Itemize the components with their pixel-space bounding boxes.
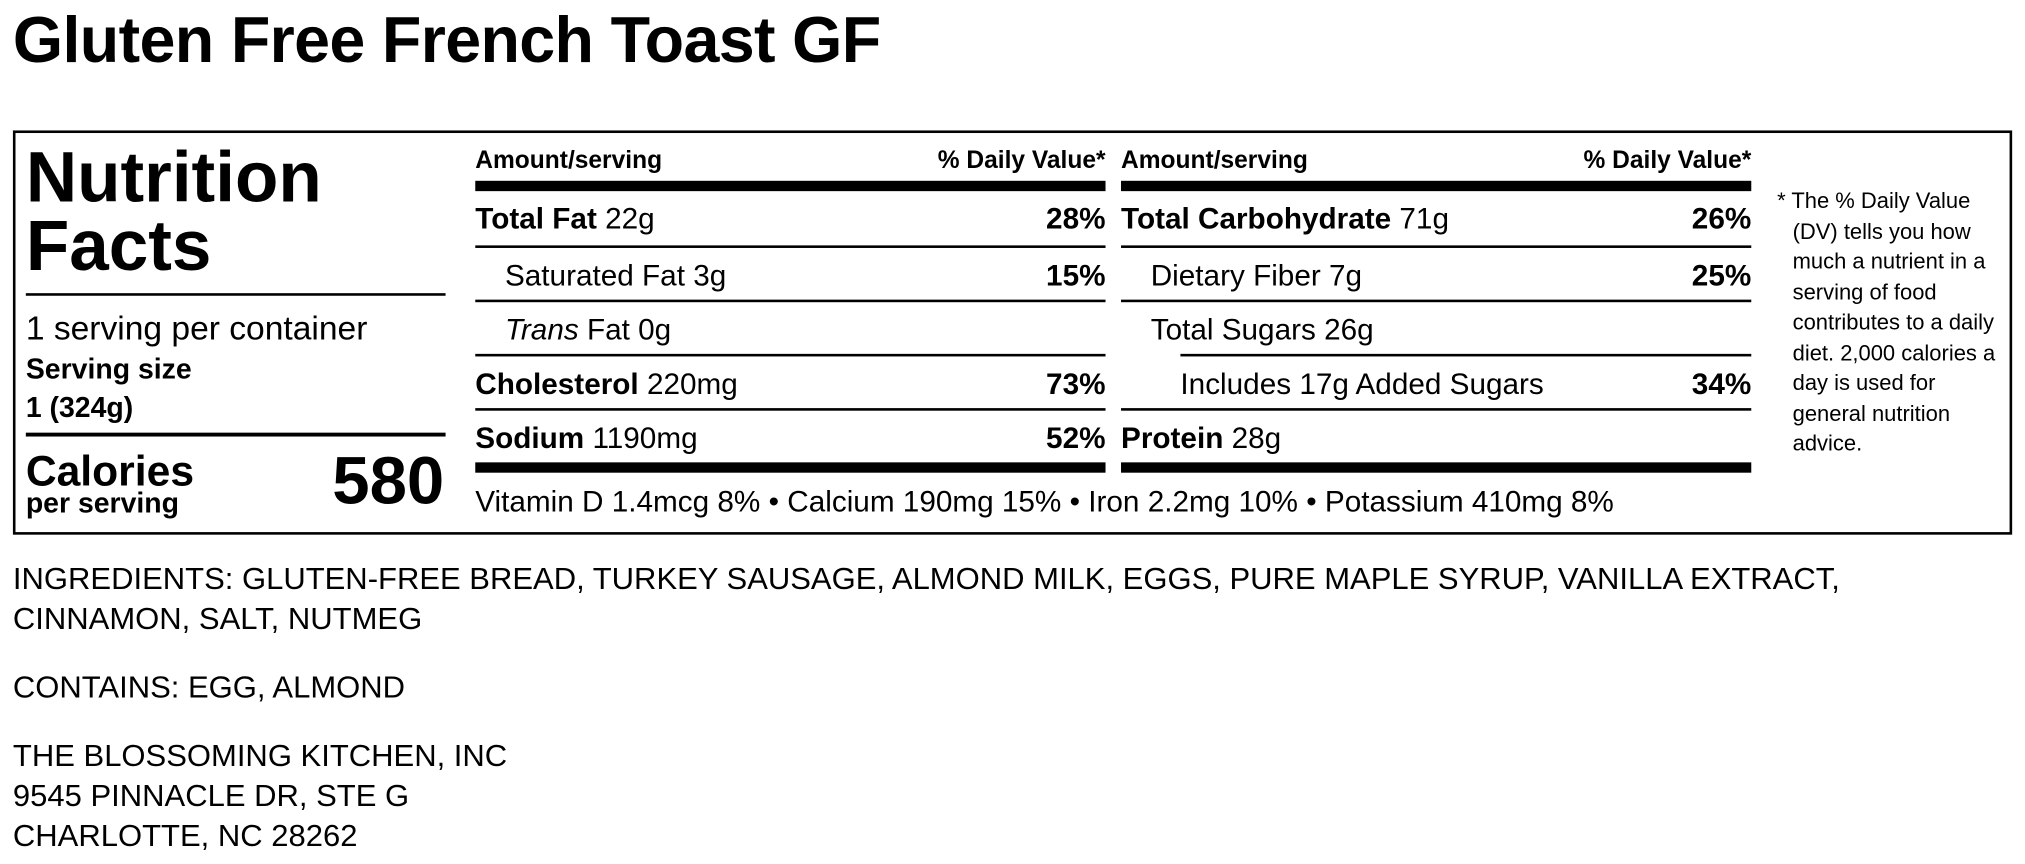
nutrient-name: Protein xyxy=(1121,421,1224,455)
nutrient: Total Sugars 26g xyxy=(1151,313,1374,348)
contains: CONTAINS: EGG, ALMOND xyxy=(12,670,406,706)
calories-value: 580 xyxy=(332,444,445,520)
rule xyxy=(25,432,446,437)
daily-value: 52% xyxy=(1046,421,1106,455)
vitamin: Calcium 190mg 15% xyxy=(787,484,1062,518)
nutrient-row: Dietary Fiber 7g 25% xyxy=(1121,245,1752,299)
nutrient-row: Total Sugars 26g xyxy=(1121,299,1752,354)
nutrient-row: Total Carbohydrate 71g 26% xyxy=(1121,191,1751,245)
servings: 1 serving per container xyxy=(25,308,368,348)
vitamin: Vitamin D 1.4mcg 8% xyxy=(475,484,761,518)
nutrient-name: Sodium xyxy=(475,421,585,455)
serving-size: 1 (324g) xyxy=(25,391,134,424)
nutrient-row: Protein 28g xyxy=(1121,408,1752,462)
daily-value: 34% xyxy=(1691,366,1752,401)
separator: • xyxy=(1069,484,1081,518)
nutrient-italic: Trans xyxy=(504,312,579,347)
nutrient: Protein 28g xyxy=(1121,421,1281,456)
nutrient: Total Carbohydrate 71g xyxy=(1121,201,1449,236)
nutrient-name: Fat xyxy=(586,312,630,347)
vitamin: Iron 2.2mg 10% xyxy=(1088,484,1298,518)
header-amount: Amount/serving xyxy=(475,147,663,175)
address-line: THE BLOSSOMING KITCHEN, INC xyxy=(12,738,508,774)
daily-value: 73% xyxy=(1046,366,1106,401)
nutrient-name: Includes 17g Added Sugars xyxy=(1180,366,1544,401)
daily-value: 25% xyxy=(1691,258,1752,292)
nutrient-row: Cholesterol 220mg 73% xyxy=(475,353,1106,408)
nutrient-name: Saturated Fat xyxy=(504,258,685,292)
nutrient-row: Includes 17g Added Sugars 34% xyxy=(1180,353,1752,408)
nutrient-name: Cholesterol xyxy=(475,366,639,401)
nutrient: Includes 17g Added Sugars xyxy=(1180,367,1543,402)
daily-value: 28% xyxy=(1046,201,1106,236)
header-dv: % Daily Value* xyxy=(1583,147,1752,175)
header-amount: Amount/serving xyxy=(1121,147,1308,175)
separator: • xyxy=(768,484,780,518)
nutrient: Sodium 1190mg xyxy=(475,421,697,456)
vitamin: Potassium 410mg 8% xyxy=(1324,484,1614,518)
nutrient: Cholesterol 220mg xyxy=(475,367,737,402)
nutrient-name: Total Sugars xyxy=(1150,312,1316,347)
label-heading: Nutrition Facts xyxy=(25,136,322,286)
nutrient-row: Total Fat 22g 28% xyxy=(475,191,1105,245)
thick-rule xyxy=(475,462,1106,473)
nutrient-name: Dietary Fiber xyxy=(1150,258,1321,292)
nutrient-amount: 22g xyxy=(605,201,655,236)
nutrient-row: Sodium 1190mg 52% xyxy=(475,408,1106,462)
nutrient: Total Fat 22g xyxy=(475,201,654,236)
header-dv: % Daily Value* xyxy=(937,147,1106,175)
nutrient-amount: 0g xyxy=(638,312,672,347)
nutrient: Saturated Fat 3g xyxy=(505,258,726,293)
nutrient-amount: 7g xyxy=(1329,258,1363,292)
thick-rule xyxy=(475,180,1106,192)
separator: • xyxy=(1306,484,1317,518)
nutrient-row: Trans Fat 0g xyxy=(475,299,1106,354)
nutrient-amount: 1190mg xyxy=(592,421,698,455)
ingredients: INGREDIENTS: GLUTEN-FREE BREAD, TURKEY S… xyxy=(12,561,1840,637)
nutrient-column: Amount/serving % Daily Value* Total Carboh… xyxy=(1121,145,1752,473)
nutrition-label: Nutrition Facts 1 serving per container … xyxy=(12,130,2013,535)
address-line: 9545 PINNACLE DR, STE G xyxy=(12,778,410,814)
nutrient-amount: 220mg xyxy=(646,366,738,401)
nutrient-amount: 3g xyxy=(693,258,727,292)
column-header: Amount/serving % Daily Value* xyxy=(475,145,1105,181)
calories-sub: per serving xyxy=(25,486,180,520)
serving-size-label: Serving size xyxy=(25,352,192,385)
nutrient-column: Amount/serving % Daily Value* Total Fat 22… xyxy=(475,145,1106,473)
product-title: Gluten Free French Toast GF xyxy=(12,3,881,77)
nutrient-row: Saturated Fat 3g 15% xyxy=(475,245,1106,299)
nutrient-amount: 71g xyxy=(1399,201,1449,236)
daily-value: 15% xyxy=(1046,258,1106,292)
calories-label: Calories xyxy=(25,446,195,495)
vitamins: Vitamin D 1.4mcg 8% • Calcium 190mg 15% … xyxy=(475,484,1614,519)
address-line: CHARLOTTE, NC 28262 xyxy=(12,818,358,854)
nutrient-name: Total Fat xyxy=(475,201,597,236)
footnote: * The % Daily Value (DV) tells you how m… xyxy=(1777,188,1996,456)
thick-rule xyxy=(1121,462,1752,473)
thick-rule xyxy=(1121,180,1752,192)
daily-value: 26% xyxy=(1691,201,1752,236)
nutrient-name: Total Carbohydrate xyxy=(1121,201,1392,236)
nutrient-amount: 26g xyxy=(1324,312,1374,347)
column-header: Amount/serving % Daily Value* xyxy=(1121,145,1751,181)
nutrient: Trans Fat 0g xyxy=(505,313,671,348)
nutrient: Dietary Fiber 7g xyxy=(1151,258,1362,293)
nutrient-amount: 28g xyxy=(1231,421,1282,455)
rule xyxy=(25,293,446,296)
